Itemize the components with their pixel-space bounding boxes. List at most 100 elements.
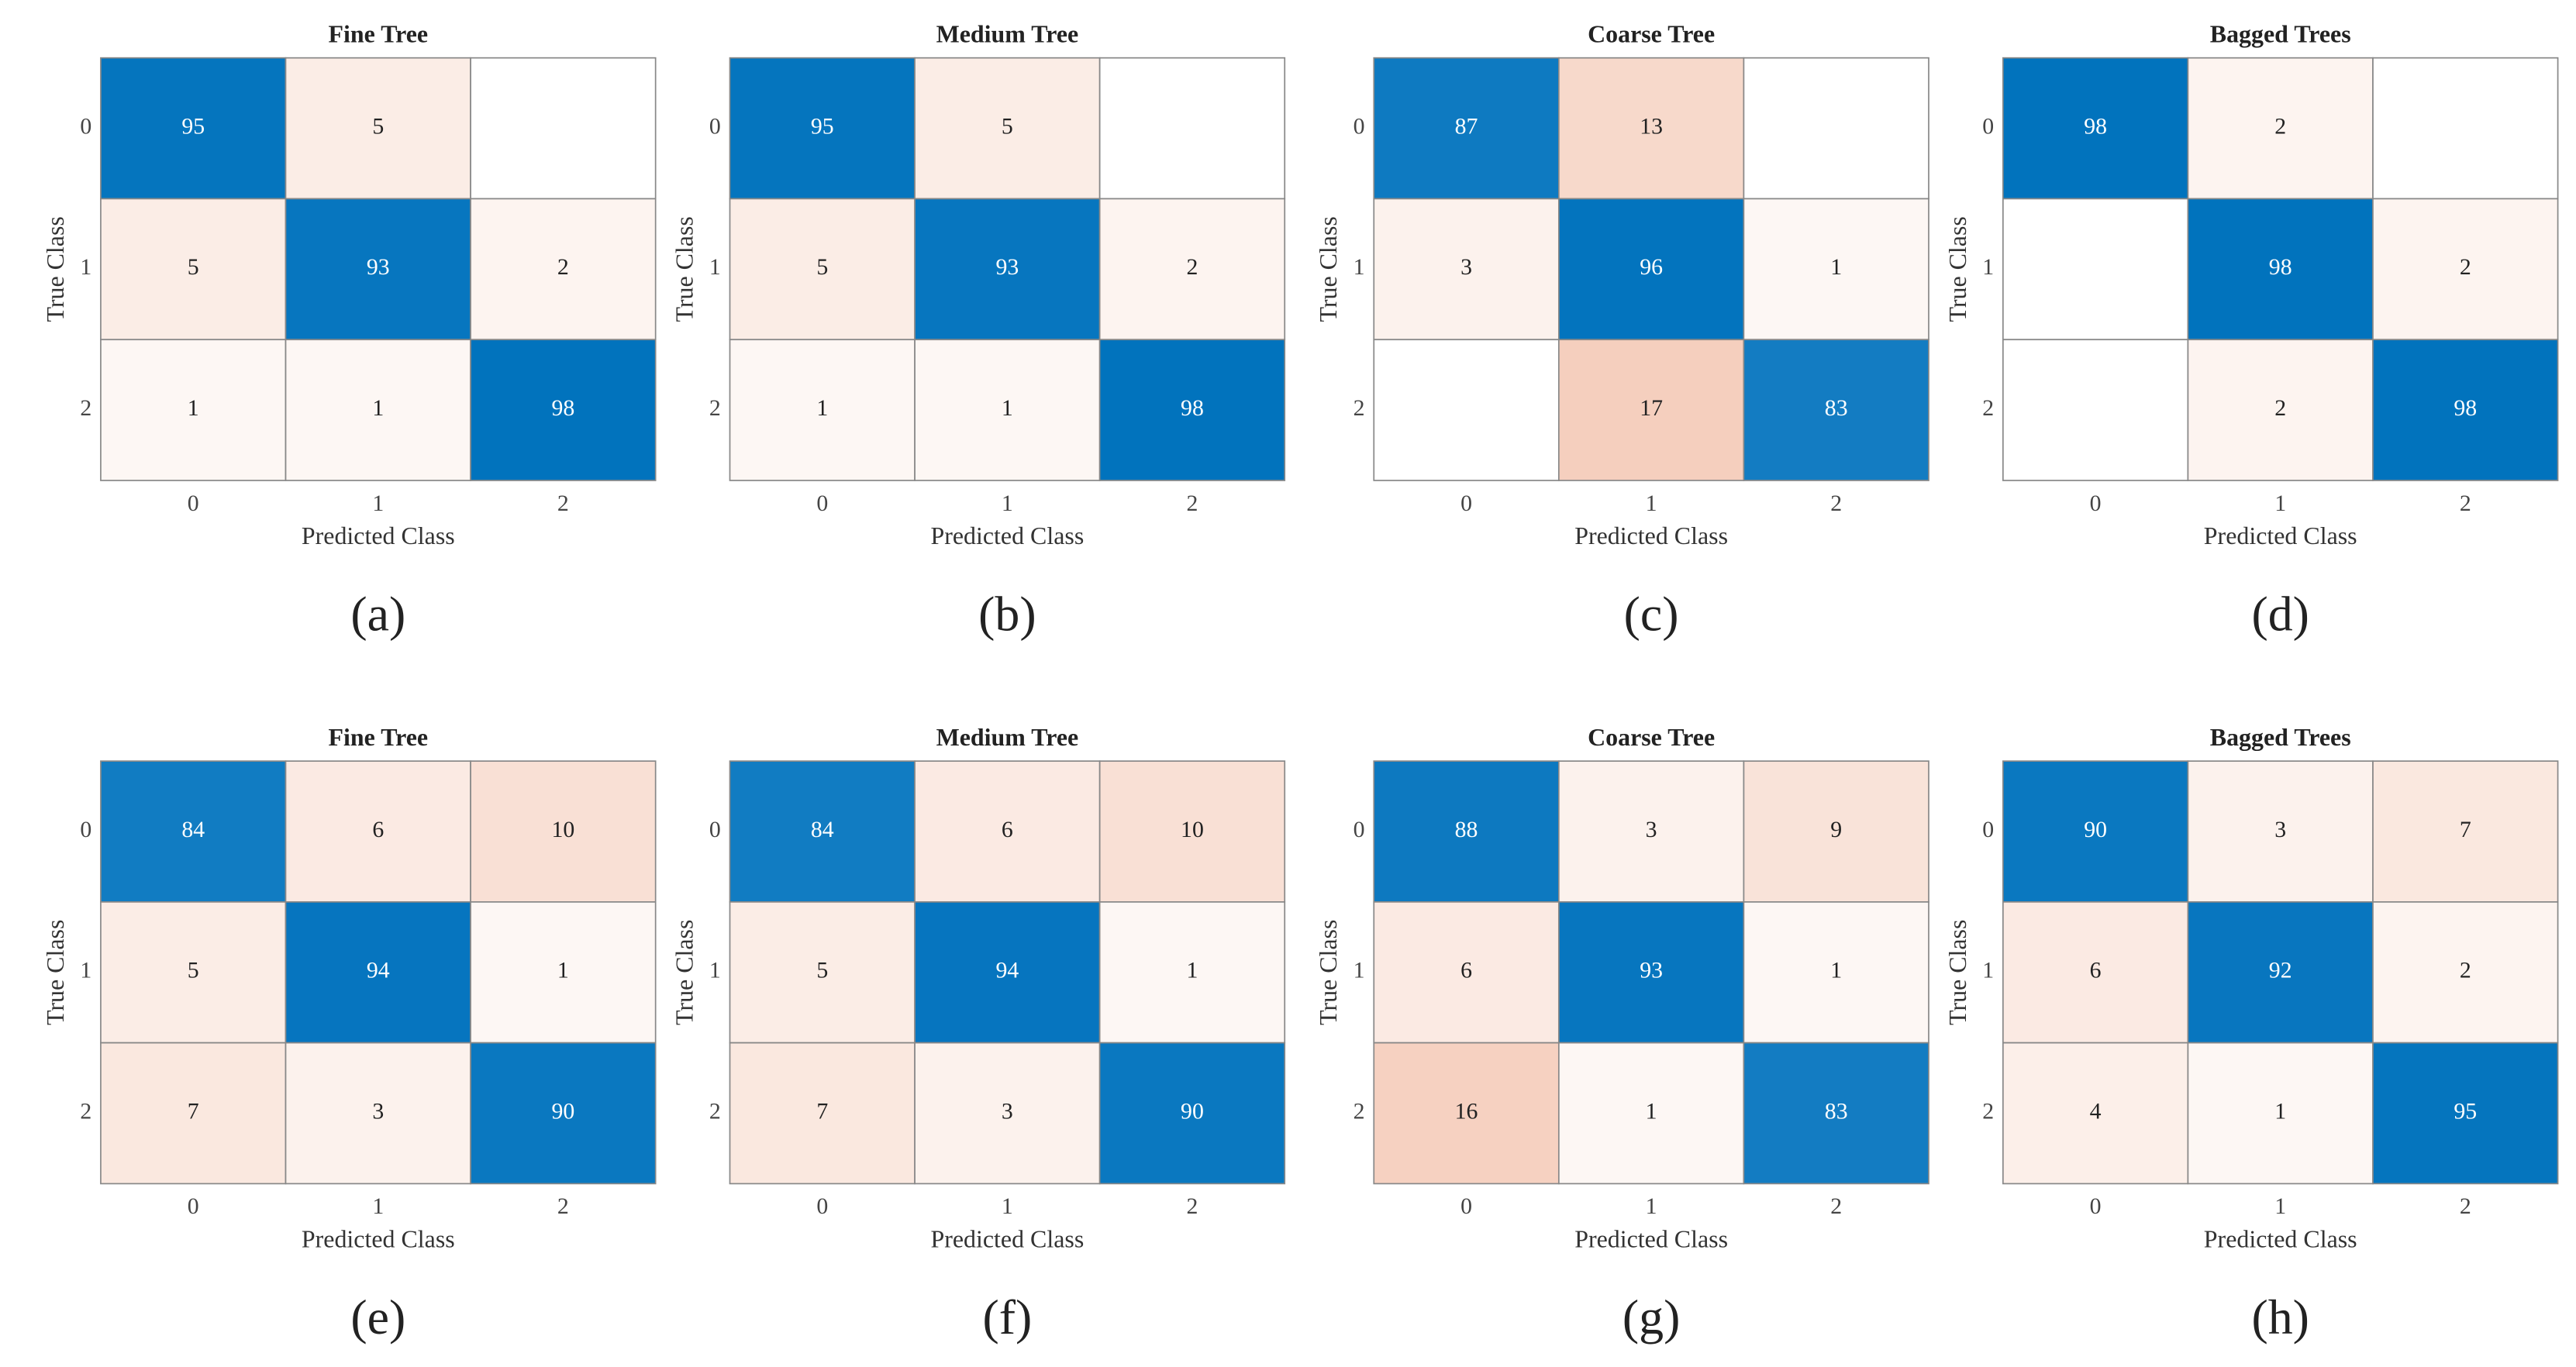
panel-label: (g) (1623, 1290, 1681, 1345)
cell-value: 94 (367, 958, 390, 983)
cell (284, 57, 471, 200)
empty-cell (2002, 339, 2189, 481)
x-tick-label: 1 (2274, 491, 2286, 516)
cell-value: 10 (1181, 817, 1204, 842)
y-tick-label: 2 (1354, 395, 1365, 421)
cell-value: 1 (816, 395, 828, 421)
cell (284, 1042, 471, 1185)
cell (1557, 760, 1745, 903)
cell-value: 83 (1825, 1098, 1848, 1124)
cell (1098, 1042, 1286, 1185)
x-tick-label: 0 (188, 1193, 199, 1219)
cell-value: 98 (2269, 254, 2292, 280)
x-tick-label: 0 (188, 491, 199, 516)
cell-value: 7 (816, 1098, 828, 1124)
cell (470, 339, 657, 481)
cell (1373, 760, 1560, 903)
empty-cell (470, 57, 657, 200)
cell-value: 1 (2274, 1098, 2286, 1124)
cell (1743, 339, 1929, 481)
x-tick-label: 2 (557, 1193, 569, 1219)
cell (284, 198, 471, 341)
cell (2372, 1042, 2559, 1185)
cell-value: 2 (1186, 254, 1198, 280)
cell (1557, 57, 1745, 200)
cell (914, 57, 1101, 200)
cell-value: 88 (1455, 817, 1478, 842)
cell-value: 5 (816, 254, 828, 280)
y-tick-label: 1 (1982, 958, 1994, 983)
empty-cell (1098, 57, 1286, 200)
y-tick-label: 1 (1982, 254, 1994, 280)
cell (2372, 198, 2559, 341)
cell (100, 57, 287, 200)
x-tick-label: 0 (816, 491, 828, 516)
x-tick-label: 1 (1646, 1193, 1657, 1219)
cell-value: 17 (1640, 395, 1663, 421)
cell (1557, 339, 1745, 481)
cell-value: 5 (372, 113, 384, 139)
x-tick-label: 2 (1830, 491, 1842, 516)
cell (729, 901, 916, 1044)
cell-value: 3 (1460, 254, 1472, 280)
panel-label: (h) (2251, 1290, 2309, 1345)
cell (100, 339, 287, 481)
cell (2187, 57, 2374, 200)
y-tick-label: 0 (80, 817, 91, 842)
y-tick-label: 0 (709, 817, 721, 842)
x-tick-label: 1 (2274, 1193, 2286, 1219)
cell-value: 95 (181, 113, 205, 139)
x-tick-label: 2 (1186, 1193, 1198, 1219)
chart-title: Bagged Trees (2210, 20, 2351, 47)
cell (1098, 339, 1286, 481)
y-tick-label: 0 (1982, 113, 1994, 139)
y-tick-label: 1 (80, 254, 91, 280)
cell (470, 1042, 657, 1185)
cell-value: 10 (551, 817, 574, 842)
cell-value: 6 (1002, 817, 1013, 842)
y-tick-label: 1 (709, 254, 721, 280)
cell (2187, 1042, 2374, 1185)
empty-cell (1373, 339, 1560, 481)
x-tick-label: 1 (372, 491, 384, 516)
chart-title: Bagged Trees (2210, 724, 2351, 751)
x-axis-label: Predicted Class (2204, 522, 2357, 549)
cell-value: 2 (2460, 254, 2471, 280)
cell-value: 98 (2084, 113, 2107, 139)
y-tick-label: 0 (1354, 113, 1365, 139)
cell (2372, 901, 2559, 1044)
cell-value: 90 (551, 1098, 574, 1124)
panel-label: (b) (978, 587, 1036, 642)
cell-value: 7 (2460, 817, 2471, 842)
y-axis-label: True Class (42, 216, 69, 322)
cell-value: 4 (2090, 1098, 2102, 1124)
cell-value: 3 (372, 1098, 384, 1124)
y-tick-label: 1 (1354, 958, 1365, 983)
x-tick-label: 1 (372, 1193, 384, 1219)
cell (1743, 901, 1929, 1044)
cell-value: 5 (1002, 113, 1013, 139)
y-tick-label: 1 (709, 958, 721, 983)
y-tick-label: 2 (1354, 1098, 1365, 1124)
y-tick-label: 2 (709, 1098, 721, 1124)
y-tick-label: 0 (1354, 817, 1365, 842)
panel-label: (a) (350, 587, 405, 642)
chart-title: Fine Tree (328, 724, 428, 751)
cell-value: 6 (372, 817, 384, 842)
cell-value: 1 (557, 958, 569, 983)
cell-value: 98 (551, 395, 574, 421)
cell (914, 1042, 1101, 1185)
y-tick-label: 0 (709, 113, 721, 139)
cell-value: 5 (816, 958, 828, 983)
cell-value: 2 (2460, 958, 2471, 983)
x-tick-label: 1 (1646, 491, 1657, 516)
cell-value: 92 (2269, 958, 2292, 983)
y-tick-label: 2 (1982, 395, 1994, 421)
chart-title: Fine Tree (328, 20, 428, 47)
y-axis-label: True Class (671, 920, 698, 1025)
cell-value: 6 (2090, 958, 2102, 983)
cell-value: 84 (811, 817, 834, 842)
cell (2187, 339, 2374, 481)
x-tick-label: 0 (816, 1193, 828, 1219)
